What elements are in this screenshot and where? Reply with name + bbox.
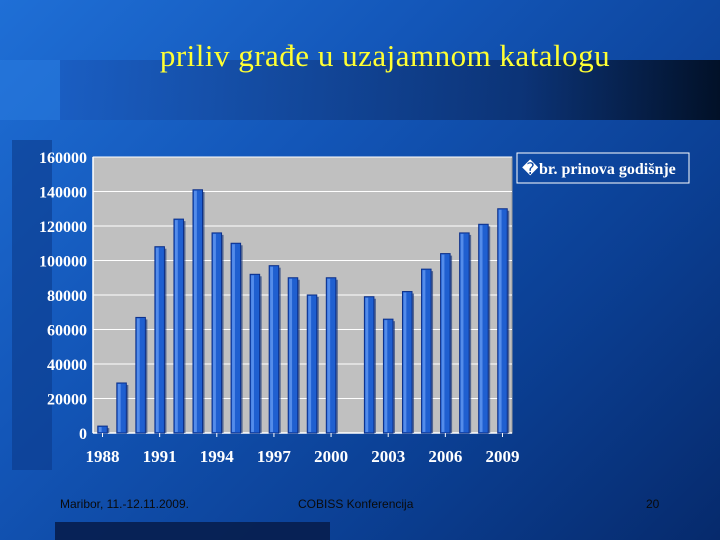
bar xyxy=(116,382,127,434)
bar-highlight xyxy=(174,220,178,432)
x-tick-label: 1988 xyxy=(86,447,120,466)
x-tick-label: 1991 xyxy=(143,447,177,466)
bar xyxy=(230,242,242,434)
y-tick-label: 80000 xyxy=(47,288,87,305)
bar-highlight xyxy=(117,383,121,432)
x-tick-label: 2009 xyxy=(485,447,519,466)
x-tick-label: 2003 xyxy=(371,447,405,466)
bar xyxy=(287,277,299,434)
x-tick-label: 1997 xyxy=(257,447,292,466)
x-tick-label: 2006 xyxy=(428,447,462,466)
footer-location-date: Maribor, 11.-12.11.2009. xyxy=(60,497,189,511)
left-band xyxy=(12,140,52,470)
footer-conference: COBISS Konferencija xyxy=(298,497,414,511)
slide-title: priliv građe u uzajamnom katalogu xyxy=(159,38,611,73)
header-band xyxy=(60,60,720,120)
bar-highlight xyxy=(498,209,502,432)
bar-highlight xyxy=(155,247,159,432)
legend-marker: � xyxy=(522,159,539,178)
bar-highlight xyxy=(365,297,369,432)
legend-box xyxy=(516,152,690,184)
bar xyxy=(459,232,470,434)
y-tick-label: 40000 xyxy=(47,357,87,374)
bottom-band xyxy=(55,522,330,540)
bar-highlight xyxy=(441,254,445,432)
y-tick-label: 0 xyxy=(79,426,87,443)
bar-highlight xyxy=(98,427,102,432)
bar-highlight xyxy=(422,270,426,432)
bar-highlight xyxy=(403,292,407,432)
bar-highlight xyxy=(308,296,312,432)
bar xyxy=(401,291,413,434)
bar-highlight xyxy=(213,233,216,432)
y-tick-label: 60000 xyxy=(47,323,87,340)
x-tick-label: 1994 xyxy=(200,447,235,466)
bar-highlight xyxy=(232,244,235,432)
bar xyxy=(306,294,318,434)
bar xyxy=(249,273,261,434)
bar xyxy=(421,268,432,434)
bar-highlight xyxy=(136,318,140,432)
y-tick-label: 140000 xyxy=(39,185,87,202)
bar xyxy=(135,316,146,434)
y-tick-label: 100000 xyxy=(39,254,87,271)
bar-highlight xyxy=(479,225,483,432)
bar xyxy=(363,296,375,434)
bar-highlight xyxy=(193,190,197,432)
legend-label: br. prinova godišnje xyxy=(539,161,676,178)
bar xyxy=(478,223,489,434)
x-tick-label: 2000 xyxy=(314,447,348,466)
bar-highlight xyxy=(384,320,388,432)
bar xyxy=(192,189,204,434)
footer-page-number: 20 xyxy=(646,497,660,511)
y-tick-label: 160000 xyxy=(39,150,87,167)
bar-highlight xyxy=(270,266,274,432)
bar-highlight xyxy=(460,233,464,432)
y-tick-label: 120000 xyxy=(39,219,87,236)
header-band-accent xyxy=(0,60,60,120)
y-tick-label: 20000 xyxy=(47,392,87,409)
bar-highlight xyxy=(327,278,331,432)
bar-highlight xyxy=(251,275,254,432)
bar xyxy=(173,218,184,434)
bar-highlight xyxy=(289,278,293,432)
